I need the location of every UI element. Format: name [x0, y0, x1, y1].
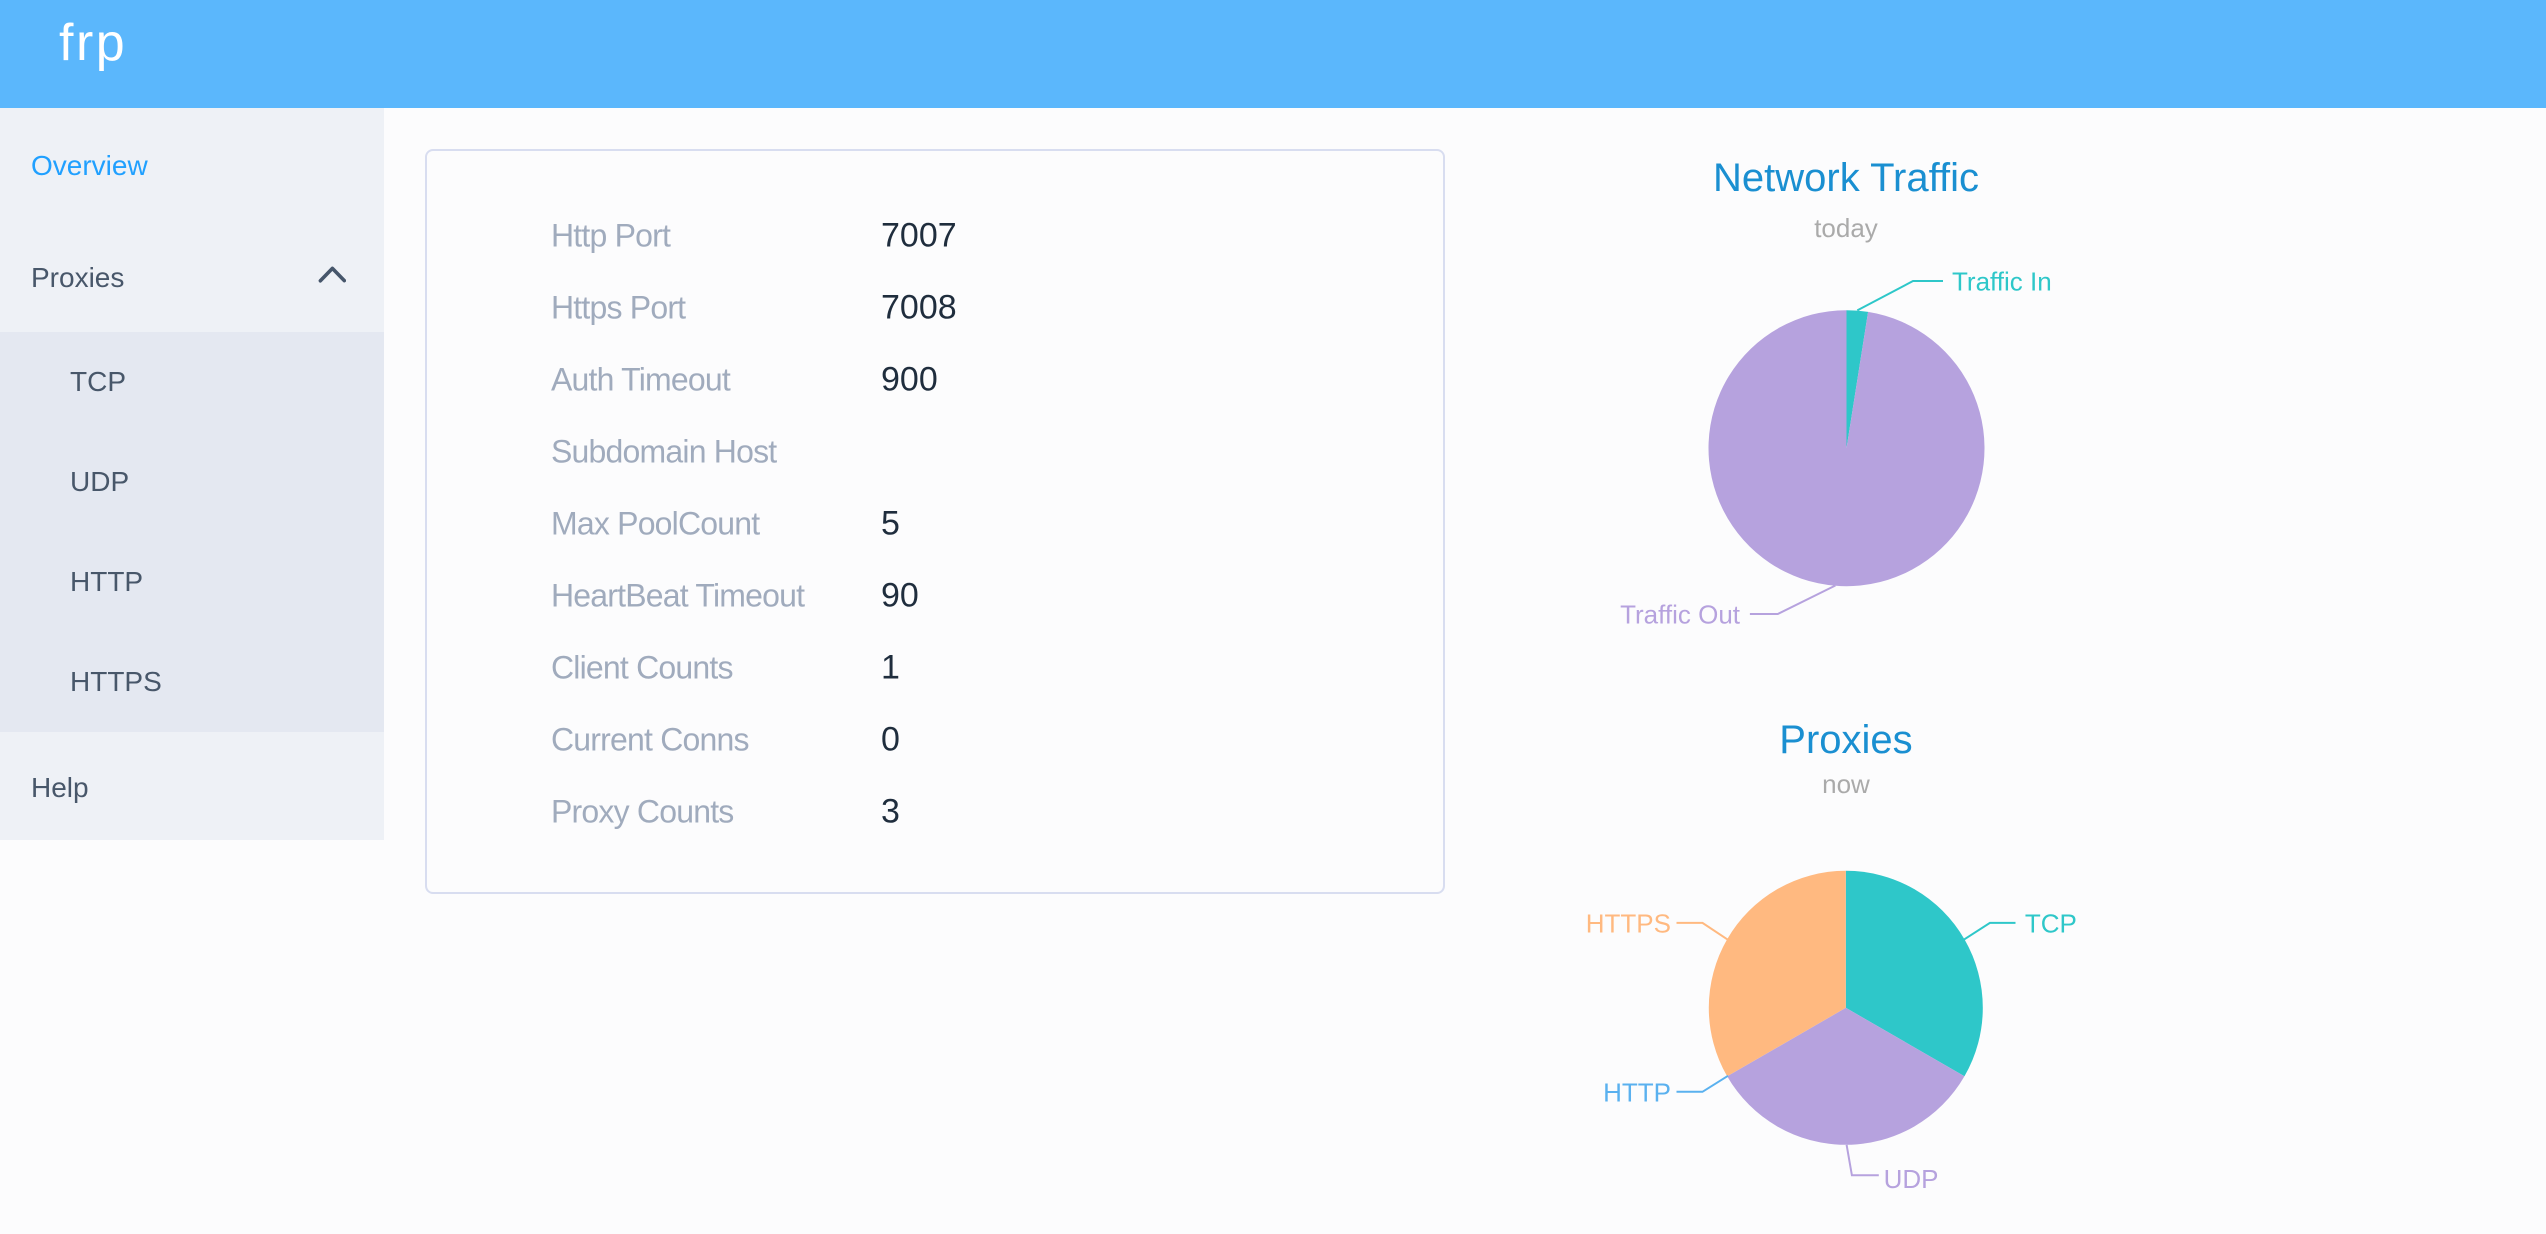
svg-text:HTTP: HTTP: [1603, 1077, 1671, 1107]
svg-text:Traffic In: Traffic In: [1952, 267, 2052, 297]
svg-text:Proxies: Proxies: [1779, 718, 1912, 762]
svg-text:Network Traffic: Network Traffic: [1713, 156, 1979, 200]
svg-text:TCP: TCP: [2025, 908, 2077, 938]
svg-text:UDP: UDP: [1884, 1164, 1939, 1194]
svg-text:now: now: [1822, 769, 1870, 799]
svg-text:HTTPS: HTTPS: [1586, 908, 1671, 938]
svg-text:today: today: [1814, 213, 1878, 243]
svg-text:Traffic Out: Traffic Out: [1620, 600, 1741, 630]
